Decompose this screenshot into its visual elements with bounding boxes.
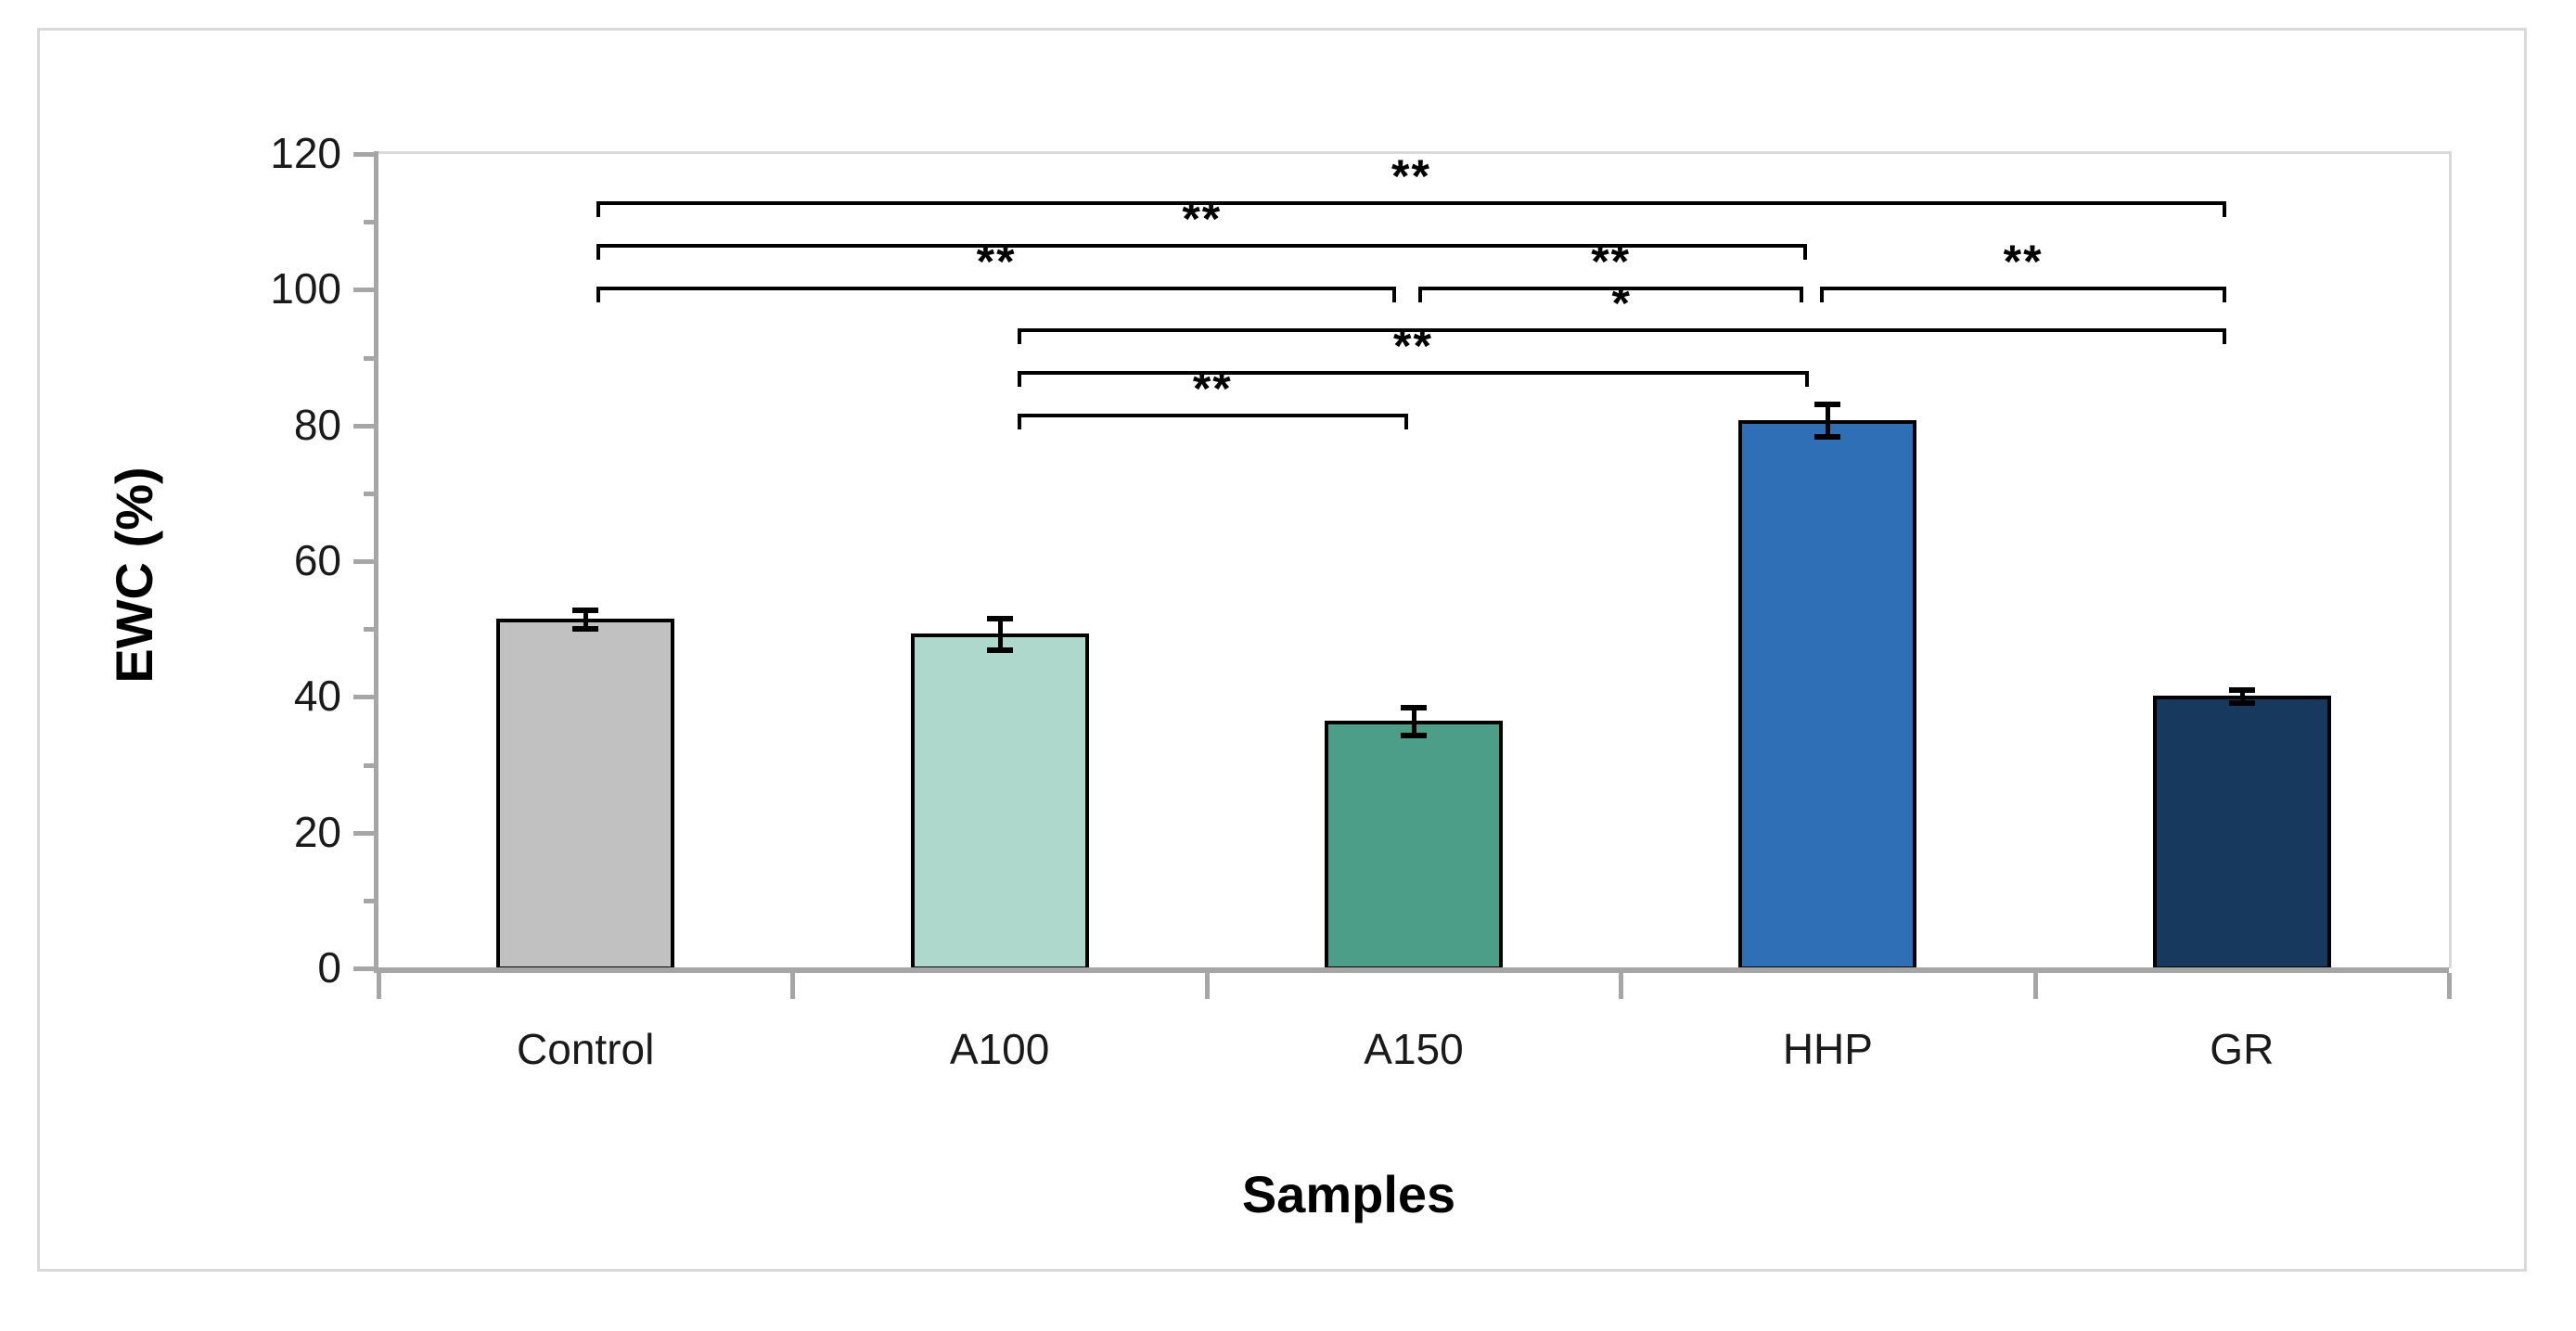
y-minor-tick	[364, 898, 374, 903]
significance-bracket	[596, 286, 1396, 290]
error-bar-cap-bottom	[1401, 733, 1427, 739]
x-category-label-a100: A100	[949, 1025, 1050, 1073]
y-major-tick	[353, 830, 374, 836]
y-minor-tick	[364, 627, 374, 633]
plot-border-right	[2449, 151, 2452, 968]
significance-label: **	[1192, 363, 1233, 415]
significance-bracket	[596, 201, 2226, 205]
significance-label: **	[2003, 235, 2044, 288]
bracket-end	[1017, 328, 1021, 345]
y-tick-label: 0	[317, 943, 341, 992]
y-major-tick	[353, 559, 374, 564]
error-bar-a100	[997, 618, 1003, 650]
error-bar-cap-bottom	[1814, 434, 1841, 441]
bracket-end	[1418, 286, 1422, 302]
significance-label: **	[1393, 320, 1433, 373]
significance-label: **	[1591, 235, 1632, 288]
bracket-end	[596, 201, 601, 217]
figure-border	[37, 28, 2527, 1272]
bracket-end	[1803, 243, 1808, 260]
bracket-end	[2222, 201, 2226, 217]
bracket-end	[1800, 286, 1804, 302]
significance-bracket	[596, 243, 1808, 248]
significance-bracket	[1017, 414, 1408, 417]
x-axis-title: Samples	[1241, 1165, 1456, 1223]
significance-bracket	[1017, 328, 2226, 333]
error-bar-cap-bottom	[2228, 700, 2255, 707]
y-major-tick	[353, 423, 374, 429]
bracket-end	[1017, 371, 1021, 388]
error-bar-hhp	[1826, 403, 1831, 437]
y-tick-label: 40	[293, 672, 341, 721]
error-bar-cap-top	[1814, 402, 1841, 408]
y-tick-label: 100	[270, 264, 341, 314]
bracket-end	[2222, 286, 2226, 302]
y-major-tick	[353, 288, 374, 293]
x-tick	[790, 973, 796, 999]
bracket-end	[1820, 286, 1825, 302]
bracket-end	[1392, 286, 1396, 302]
error-bar-cap-top	[2228, 686, 2255, 693]
x-tick	[377, 973, 381, 999]
significance-bracket	[1418, 286, 1804, 290]
significance-bracket	[1820, 286, 2226, 290]
y-major-tick	[353, 695, 374, 700]
significance-label: *	[1611, 277, 1632, 330]
y-minor-tick	[364, 355, 374, 361]
x-category-label-control: Control	[517, 1025, 655, 1073]
y-axis-line	[374, 151, 378, 973]
y-tick-label: 80	[293, 400, 341, 449]
error-bar-cap-top	[572, 607, 599, 613]
error-bar-cap-bottom	[572, 626, 599, 633]
y-tick-label: 20	[293, 807, 341, 856]
y-major-tick	[353, 152, 374, 157]
error-bar-cap-top	[1401, 704, 1427, 710]
bar-hhp	[1738, 419, 1917, 970]
error-bar-gr	[2239, 688, 2245, 703]
error-bar-a150	[1412, 706, 1416, 736]
x-category-label-gr: GR	[2210, 1025, 2275, 1073]
significance-label: **	[1182, 192, 1223, 245]
x-tick	[2447, 973, 2452, 999]
bar-gr	[2152, 695, 2331, 970]
y-minor-tick	[364, 220, 374, 225]
bar-control	[496, 619, 675, 970]
error-bar-cap-bottom	[986, 647, 1013, 654]
bracket-end	[596, 286, 601, 302]
x-axis-line	[374, 967, 2449, 973]
significance-label: **	[1391, 150, 1431, 202]
significance-label: **	[976, 235, 1017, 288]
x-category-label-hhp: HHP	[1782, 1025, 1873, 1073]
error-bar-control	[583, 608, 589, 629]
significance-bracket	[1017, 371, 1810, 376]
y-tick-label: 60	[293, 536, 341, 584]
bracket-end	[2222, 328, 2226, 345]
error-bar-cap-top	[986, 616, 1013, 622]
x-tick	[2032, 973, 2038, 999]
bar-a100	[910, 634, 1089, 970]
y-axis-title: EWC (%)	[105, 467, 163, 684]
bracket-end	[1805, 371, 1810, 388]
x-tick	[1204, 973, 1210, 999]
x-category-label-a150: A150	[1364, 1025, 1464, 1073]
bracket-end	[1017, 414, 1021, 429]
bar-a150	[1325, 720, 1503, 970]
y-minor-tick	[364, 491, 374, 496]
y-minor-tick	[364, 762, 374, 768]
y-tick-label: 120	[270, 129, 341, 177]
plot-border-top	[378, 151, 2449, 154]
bracket-end	[1404, 414, 1408, 429]
x-tick	[1619, 973, 1624, 999]
bracket-end	[596, 243, 601, 260]
y-major-tick	[353, 966, 374, 971]
